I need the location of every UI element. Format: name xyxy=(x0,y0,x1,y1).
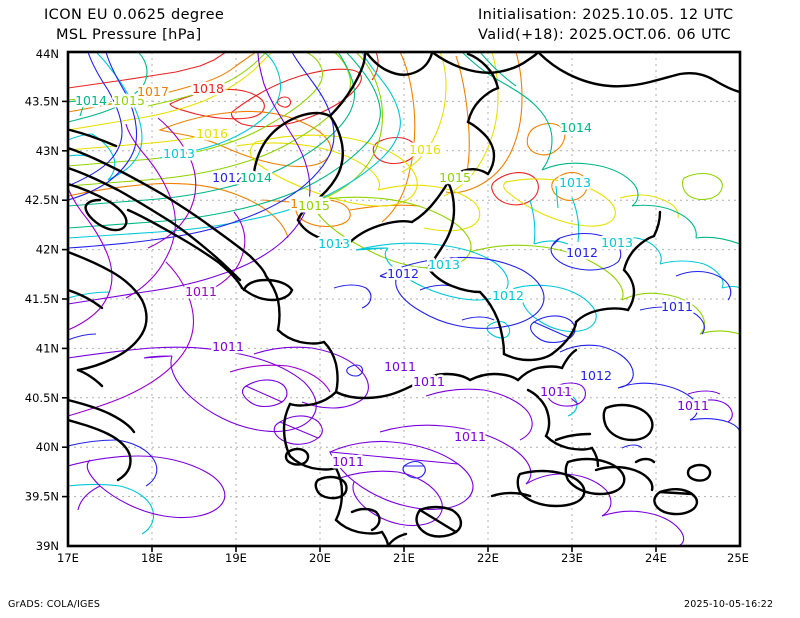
x-tick-label: 18E xyxy=(141,551,163,565)
contour-value-label: 1011 xyxy=(413,374,445,389)
contour-label-halo: 1011 xyxy=(332,454,364,469)
contour-label-halo: 1013 xyxy=(559,175,591,190)
render-timestamp: 2025-10-05-16:22 xyxy=(684,599,774,610)
contour-label-halo: 1012 xyxy=(387,266,419,281)
contour-1012 xyxy=(68,52,740,487)
contour-label-halo: 1013 xyxy=(318,236,350,251)
contour-value-label: 1013 xyxy=(559,175,591,190)
contour-value-label: 1017 xyxy=(290,196,322,211)
y-axis-labels: 39N 39.5N 40N 40.5N 41N 41.5N 42N 42.5N … xyxy=(25,47,59,553)
contour-value-label: 1015 xyxy=(439,170,471,185)
valid-time: Valid(+18): 2025.OCT.06. 06 UTC xyxy=(478,27,732,43)
contour-label-halo: 1016 xyxy=(196,126,228,141)
field-title: MSL Pressure [hPa] xyxy=(56,27,202,43)
contour-value-label: 1011 xyxy=(661,299,693,314)
contour-value-label: 1013 xyxy=(163,146,195,161)
contour-label-halo: 1014 xyxy=(240,170,272,185)
x-tick-label: 21E xyxy=(393,551,415,565)
coastlines-and-borders xyxy=(68,52,740,546)
model-title: ICON EU 0.0625 degree xyxy=(44,7,225,23)
y-tick-label: 43.5N xyxy=(25,94,59,108)
contour-label-halo: 1015 xyxy=(113,93,145,108)
contour-label-halo: 1015 xyxy=(439,170,471,185)
x-axis-labels: 17E 18E 19E 20E 21E 22E 23E 24E 25E xyxy=(57,551,749,565)
initialisation-time: Initialisation: 2025.10.05. 12 UTC xyxy=(478,7,734,23)
contour-value-label: 1016 xyxy=(196,126,228,141)
contour-label-halo: 1011 xyxy=(384,359,416,374)
contour-value-label: 1015 xyxy=(113,93,145,108)
y-tick-label: 44N xyxy=(36,47,59,61)
contour-value-label: 1013 xyxy=(601,235,633,250)
contour-label-halo: 1017 xyxy=(290,196,322,211)
contour-value-label: 1011 xyxy=(212,339,244,354)
contour-label-halo: 1011 xyxy=(413,374,445,389)
contour-label-halo: 1012 xyxy=(212,170,244,185)
contour-value-label: 1016 xyxy=(409,142,441,157)
axis-ticks xyxy=(62,100,657,552)
contour-label-halo: 1011 xyxy=(212,339,244,354)
grads-attribution: GrADS: COLA/IGES xyxy=(8,599,101,610)
contour-label-halo: 1014 xyxy=(560,120,592,135)
contour-value-label: 1018 xyxy=(192,81,224,96)
x-tick-label: 17E xyxy=(57,551,79,565)
x-tick-label: 20E xyxy=(309,551,331,565)
contour-value-label: 1011 xyxy=(540,384,572,399)
contour-value-label: 1014 xyxy=(240,170,272,185)
y-tick-label: 42N xyxy=(36,243,59,257)
contour-value-label: 1013 xyxy=(428,257,460,272)
contour-value-label: 1011 xyxy=(185,284,217,299)
contour-label-halo: 1012 xyxy=(492,288,524,303)
contour-label-halo: 1011 xyxy=(661,299,693,314)
x-tick-label: 19E xyxy=(225,551,247,565)
contour-value-label: 1017 xyxy=(137,84,169,99)
x-tick-label: 22E xyxy=(477,551,499,565)
contour-label-halo: 1017 xyxy=(137,84,169,99)
contour-value-label: 1012 xyxy=(492,288,524,303)
contour-value-label: 1012 xyxy=(566,245,598,260)
y-tick-label: 43N xyxy=(36,144,59,158)
contour-1013 xyxy=(68,52,740,535)
contour-value-label: 1011 xyxy=(384,359,416,374)
contour-label-halo: 1011 xyxy=(540,384,572,399)
contour-label-halo: 1012 xyxy=(566,245,598,260)
contour-value-label: 1015 xyxy=(298,198,330,213)
y-tick-label: 40N xyxy=(36,440,59,454)
contour-label-halo: 1011 xyxy=(677,398,709,413)
y-tick-label: 42.5N xyxy=(25,193,59,207)
contour-label-halo: 1014 xyxy=(75,93,107,108)
contour-value-label: 1012 xyxy=(387,266,419,281)
contour-label-halo: 1011 xyxy=(185,284,217,299)
contour-label-halo: 1013 xyxy=(428,257,460,272)
contour-label-halo: 1018 xyxy=(192,81,224,96)
x-tick-label: 24E xyxy=(645,551,667,565)
contour-label-halo: 1012 xyxy=(580,368,612,383)
contour-value-label: 1011 xyxy=(454,429,486,444)
y-tick-label: 40.5N xyxy=(25,391,59,405)
contour-label-halo: 1013 xyxy=(601,235,633,250)
contour-value-label: 1012 xyxy=(212,170,244,185)
contour-value-label: 1011 xyxy=(332,454,364,469)
x-tick-label: 23E xyxy=(561,551,583,565)
contour-value-label: 1013 xyxy=(318,236,350,251)
contour-label-halo: 1013 xyxy=(163,146,195,161)
contour-1010 xyxy=(68,117,331,417)
contour-value-label: 1011 xyxy=(677,398,709,413)
y-tick-label: 39N xyxy=(36,539,59,553)
y-tick-label: 41N xyxy=(36,341,59,355)
contour-1018 xyxy=(68,52,539,206)
contour-value-label: 1014 xyxy=(560,120,592,135)
y-tick-label: 39.5N xyxy=(25,490,59,504)
contour-value-label: 1012 xyxy=(580,368,612,383)
y-tick-label: 41.5N xyxy=(25,292,59,306)
contour-label-halo: 1015 xyxy=(298,198,330,213)
x-tick-label: 25E xyxy=(727,551,749,565)
contour-label-halo: 1011 xyxy=(454,429,486,444)
contour-label-halo: 1016 xyxy=(409,142,441,157)
contour-value-label: 1014 xyxy=(75,93,107,108)
